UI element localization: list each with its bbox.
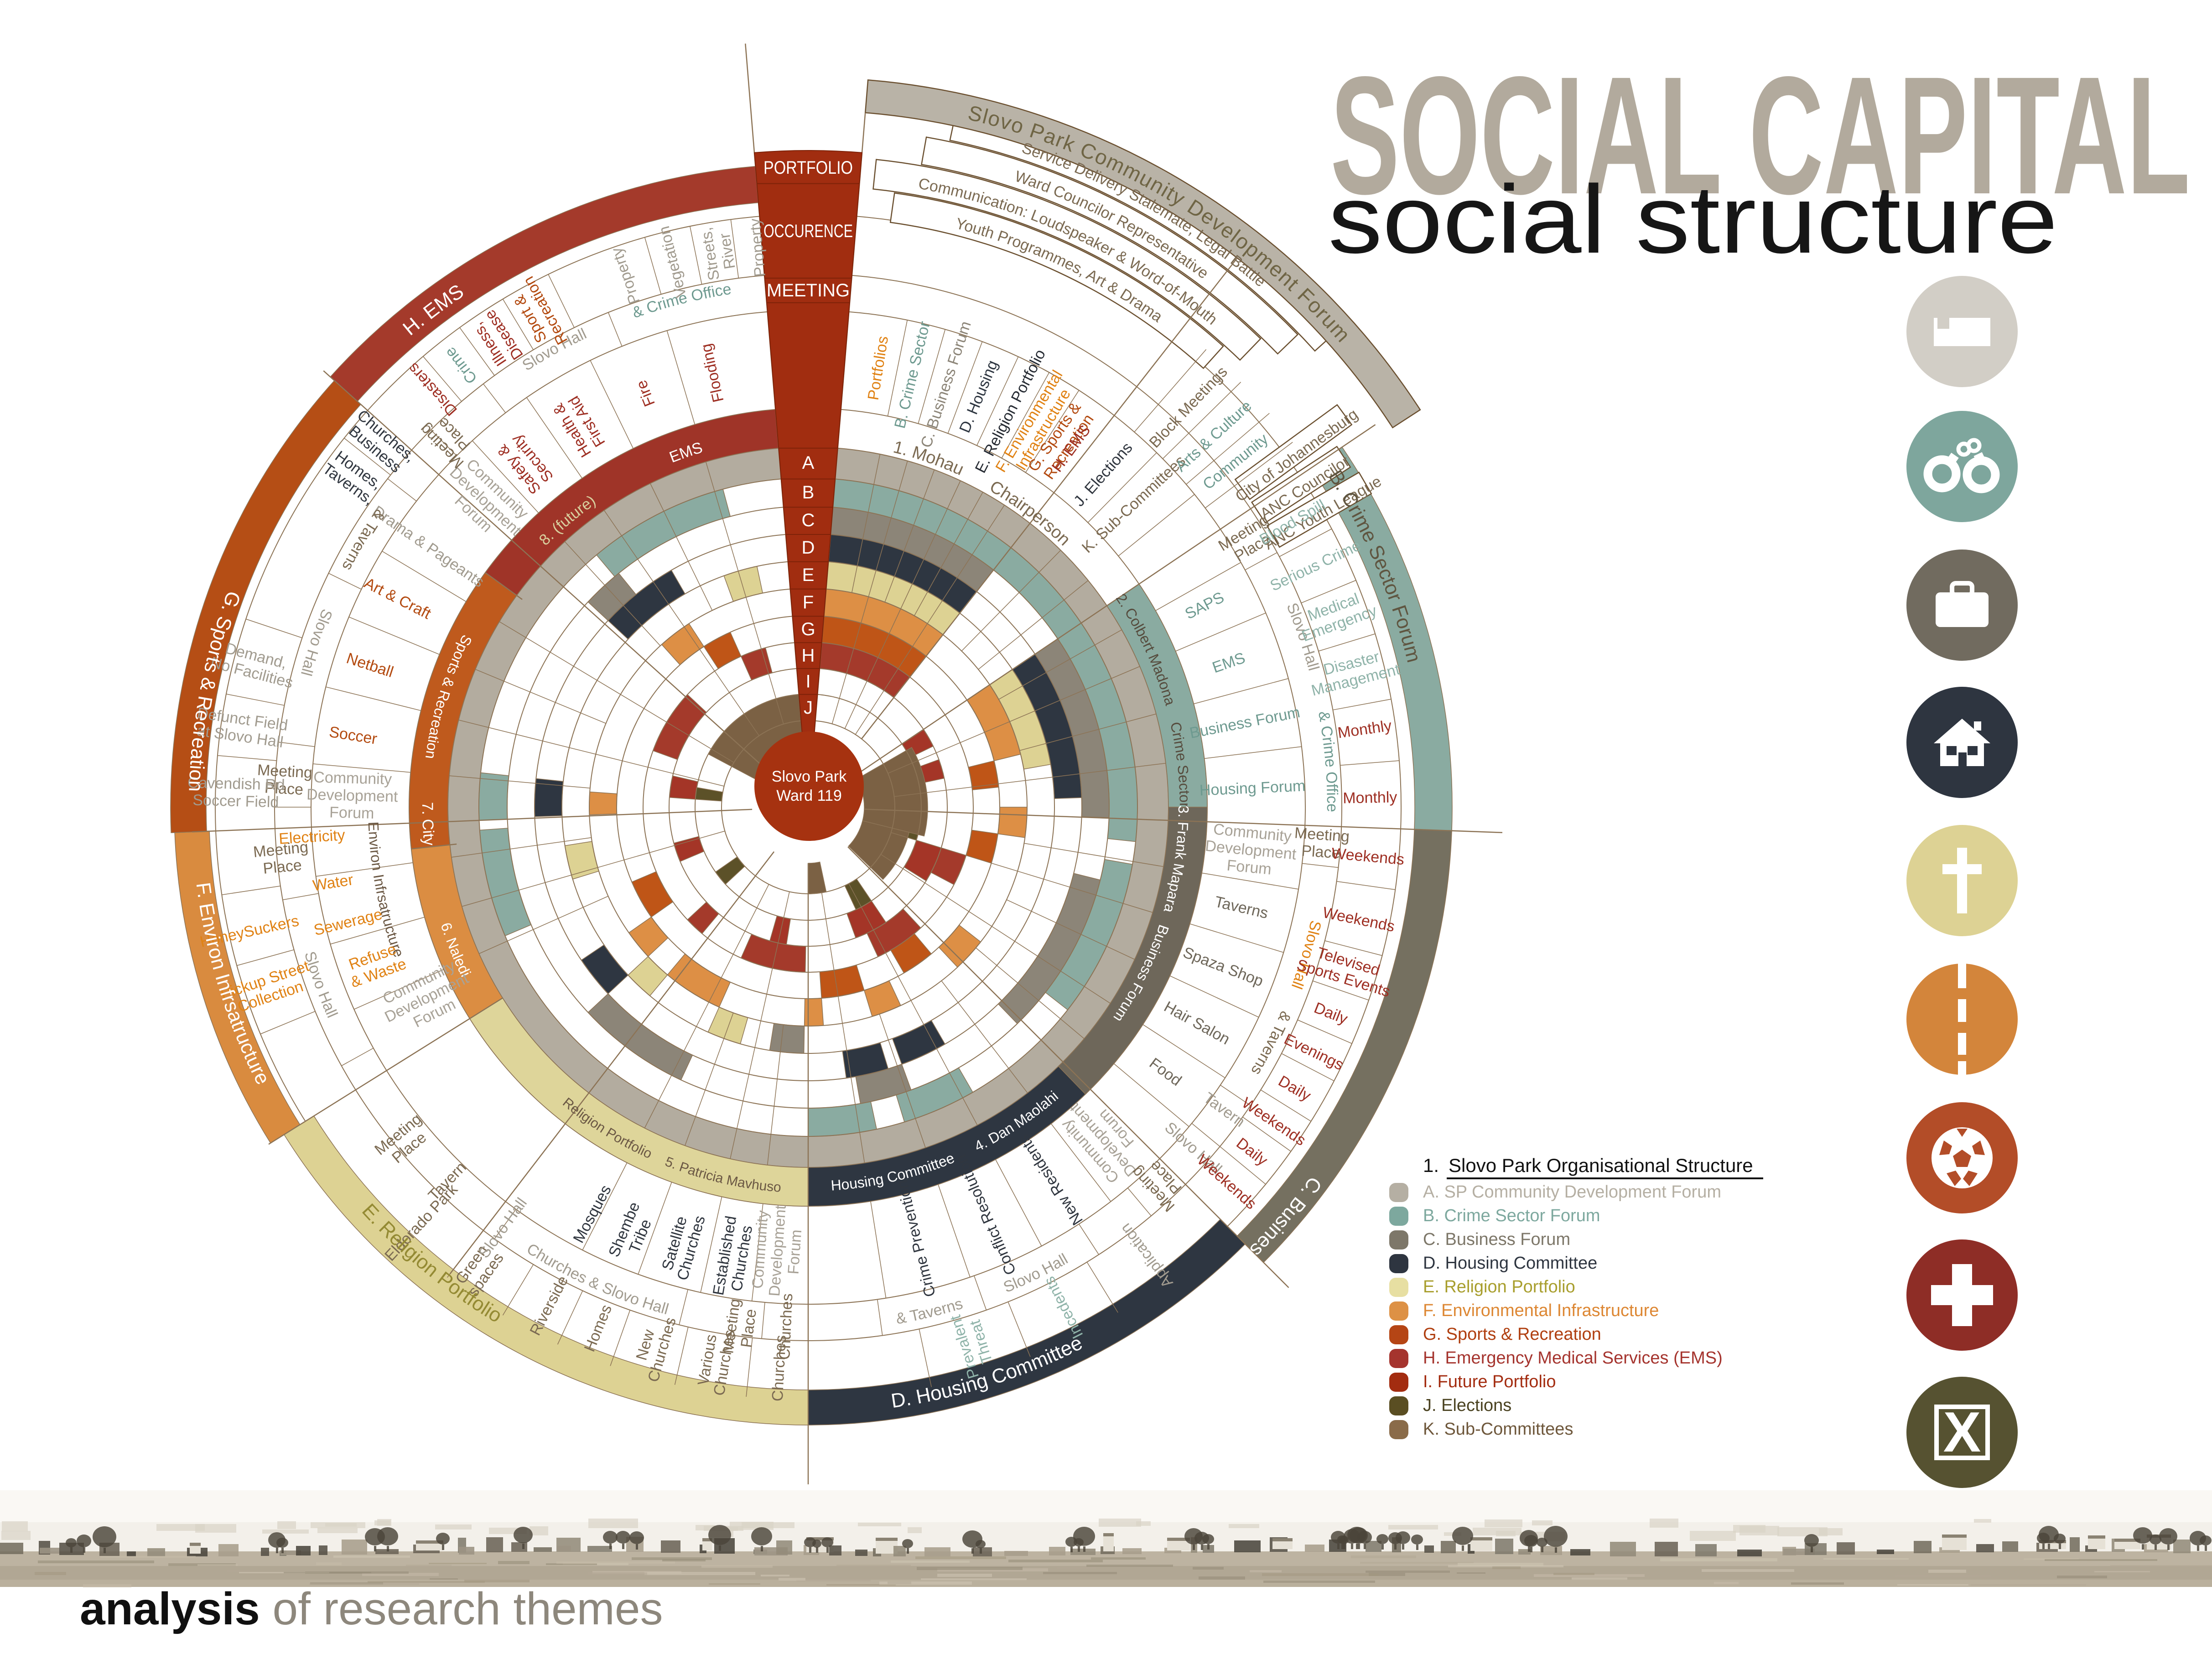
svg-text:B. Crime Sector Forum: B. Crime Sector Forum: [1423, 1206, 1600, 1225]
svg-text:Place: Place: [264, 779, 304, 798]
svg-text:Churches: Churches: [776, 1293, 796, 1360]
svg-text:A: A: [802, 453, 815, 473]
svg-text:Monthly: Monthly: [1343, 788, 1397, 807]
svg-text:Forum: Forum: [329, 804, 374, 822]
svg-text:Ward 119: Ward 119: [776, 787, 842, 804]
svg-text:X: X: [1943, 1401, 1981, 1464]
svg-text:Forum: Forum: [1226, 857, 1272, 878]
svg-text:H. Emergency Medical Services: H. Emergency Medical Services (EMS): [1423, 1348, 1723, 1368]
svg-text:D: D: [802, 538, 815, 558]
svg-text:I: I: [805, 672, 810, 692]
svg-text:D. Housing Committee: D. Housing Committee: [1423, 1254, 1597, 1273]
svg-text:OCCURENCE: OCCURENCE: [763, 221, 853, 241]
svg-text:Cavendish Rd: Cavendish Rd: [187, 774, 285, 794]
svg-text:SOCIAL CAPITAL: SOCIAL CAPITAL: [1330, 41, 2190, 229]
svg-text:J. Elections: J. Elections: [1423, 1396, 1511, 1415]
svg-text:A. SP Community Development Fo: A. SP Community Development Forum: [1423, 1182, 1721, 1202]
svg-text:Soccer Field: Soccer Field: [192, 792, 279, 811]
svg-text:B: B: [802, 482, 815, 503]
svg-text:J: J: [804, 698, 813, 718]
svg-text:7. City: 7. City: [419, 802, 438, 846]
svg-text:1.: 1.: [1423, 1155, 1439, 1176]
svg-text:C. Business Forum: C. Business Forum: [1423, 1230, 1570, 1249]
svg-text:F: F: [803, 592, 814, 612]
svg-text:E: E: [802, 565, 815, 585]
svg-text:Slovo Park Organisational Stru: Slovo Park Organisational Structure: [1449, 1155, 1753, 1176]
svg-text:Place: Place: [262, 856, 302, 877]
svg-text:E. Religion Portfolio: E. Religion Portfolio: [1423, 1277, 1575, 1296]
svg-text:MEETING: MEETING: [767, 280, 850, 301]
svg-text:H: H: [802, 646, 815, 666]
svg-text:Slovo Park: Slovo Park: [772, 768, 847, 785]
svg-text:Churches: Churches: [769, 1335, 790, 1402]
svg-text:Forum: Forum: [784, 1229, 805, 1275]
svg-text:F. Environmental Infrastructur: F. Environmental Infrastructure: [1423, 1301, 1659, 1320]
svg-text:C: C: [802, 510, 815, 530]
svg-text:Place: Place: [1301, 842, 1341, 862]
svg-text:Community: Community: [313, 768, 392, 788]
svg-text:G: G: [801, 619, 815, 639]
svg-text:PORTFOLIO: PORTFOLIO: [763, 158, 853, 178]
svg-text:analysis of research themes: analysis of research themes: [80, 1583, 663, 1634]
svg-text:Electricity: Electricity: [278, 826, 345, 848]
svg-text:Meeting: Meeting: [257, 762, 313, 782]
svg-text:I. Future Portfolio: I. Future Portfolio: [1423, 1372, 1556, 1391]
svg-text:G. Sports & Recreation: G. Sports & Recreation: [1423, 1325, 1601, 1344]
svg-text:Development: Development: [306, 786, 399, 805]
svg-text:K. Sub-Committees: K. Sub-Committees: [1423, 1420, 1573, 1439]
svg-text:social structure: social structure: [1328, 165, 2058, 273]
svg-text:Meeting: Meeting: [1294, 824, 1350, 845]
